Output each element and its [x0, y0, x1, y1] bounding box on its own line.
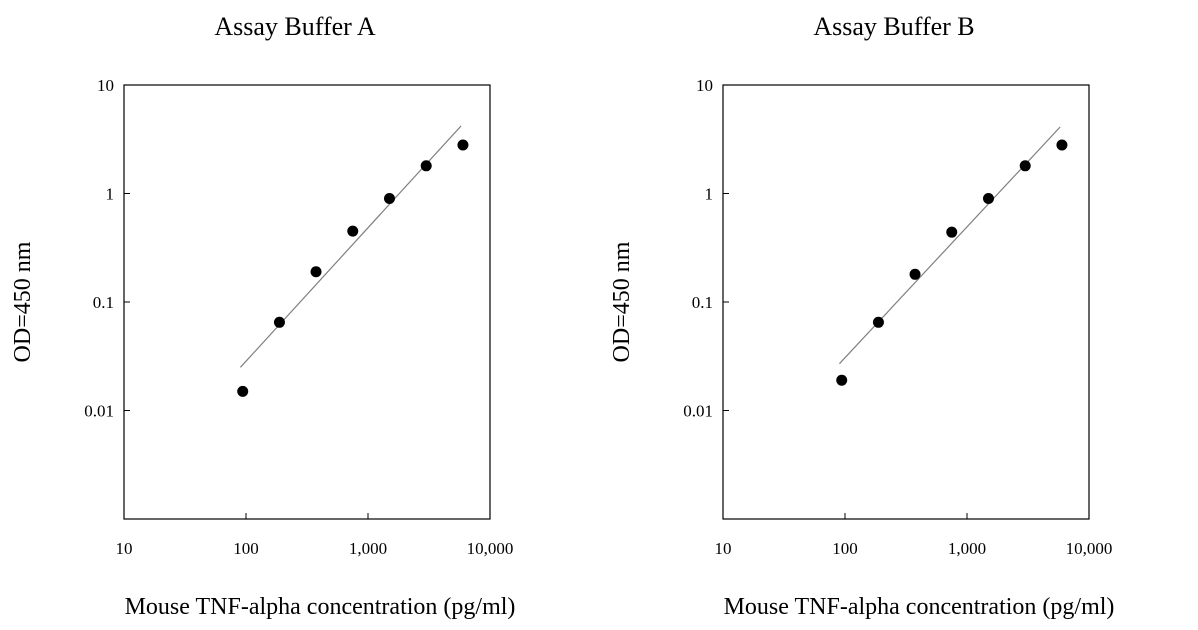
x-tick-label: 100: [832, 539, 858, 558]
x-tick-label: 10,000: [467, 539, 514, 558]
y-axis-label: OD=450 nm: [10, 241, 36, 362]
data-point: [1056, 139, 1068, 151]
data-point: [310, 266, 322, 278]
chart-title: Assay Buffer A: [214, 12, 376, 41]
data-point: [909, 268, 921, 280]
chart-svg-buffer-a: Assay Buffer A 0.01 0.1 1 10 10 100 1,000 10,000…: [10, 12, 516, 620]
x-axis-label: Mouse TNF-alpha concentration (pg/ml): [724, 594, 1115, 620]
x-tick-label: 1,000: [349, 539, 387, 558]
x-tick-label: 10,000: [1066, 539, 1113, 558]
y-tick-label: 0.1: [692, 293, 713, 312]
data-point: [872, 316, 884, 328]
data-point: [946, 226, 958, 238]
data-point: [273, 316, 285, 328]
data-point: [237, 385, 249, 397]
plot-frame: [123, 84, 491, 520]
data-point: [383, 192, 395, 204]
y-tick-label: 0.01: [683, 402, 713, 421]
data-point: [982, 192, 994, 204]
y-tick-label: 10: [97, 76, 114, 95]
chart-svg-buffer-b: Assay Buffer B 0.01 0.1 1 10 10 100 1,000 10,000…: [609, 12, 1115, 620]
plot-frame: [722, 84, 1090, 520]
x-tick-label: 100: [233, 539, 259, 558]
x-tick-label: 10: [116, 539, 133, 558]
y-tick-label: 0.1: [93, 293, 114, 312]
data-point: [1019, 160, 1031, 172]
y-tick-label: 0.01: [84, 402, 114, 421]
x-tick-label: 10: [715, 539, 732, 558]
data-point: [420, 160, 432, 172]
chart-panel-buffer-b: Assay Buffer B 0.01 0.1 1 10 10 100 1,000 10,000…: [599, 0, 1198, 630]
data-point: [836, 374, 848, 386]
y-tick-label: 1: [705, 185, 714, 204]
x-axis-label: Mouse TNF-alpha concentration (pg/ml): [125, 594, 516, 620]
chart-panel-buffer-a: Assay Buffer A 0.01 0.1 1 10 10 100 1,000 10,000…: [10, 12, 516, 620]
x-tick-label: 1,000: [948, 539, 986, 558]
chart-title: Assay Buffer B: [813, 12, 974, 41]
y-axis-label: OD=450 nm: [609, 241, 635, 362]
data-point: [347, 225, 359, 237]
y-tick-label: 10: [696, 76, 713, 95]
data-point: [457, 139, 469, 151]
y-tick-label: 1: [106, 185, 115, 204]
